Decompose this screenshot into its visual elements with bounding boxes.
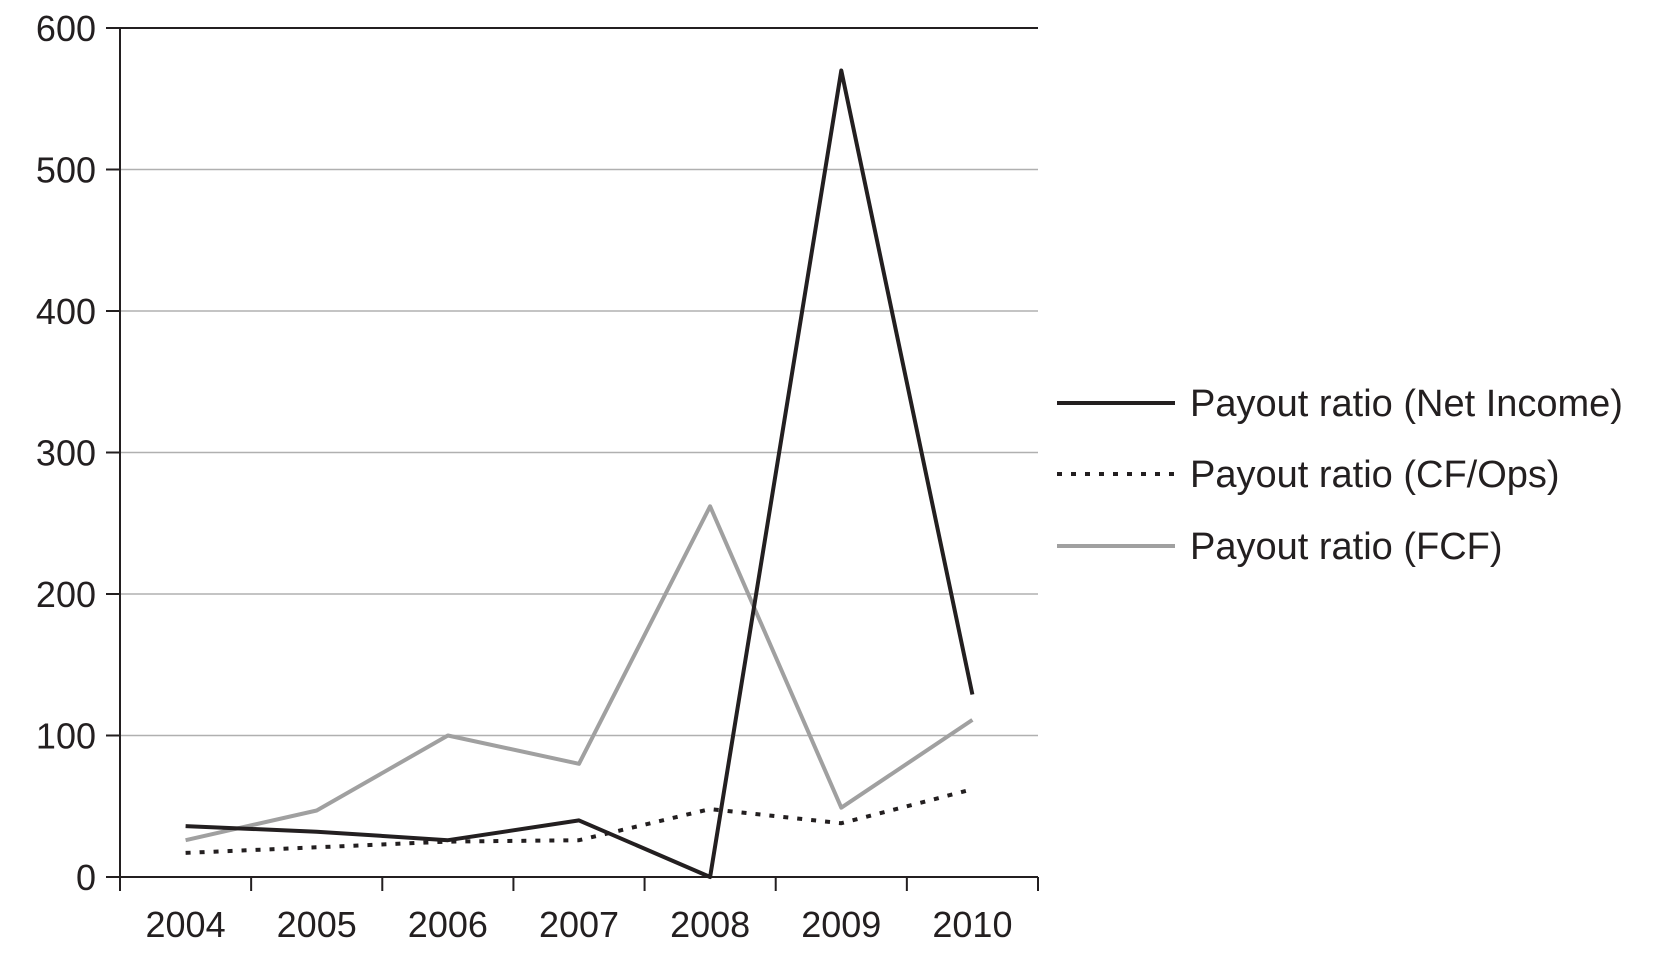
y-tick-label: 500 <box>36 150 96 191</box>
y-tick-label: 300 <box>36 433 96 474</box>
y-tick-label: 200 <box>36 574 96 615</box>
legend-label-2: Payout ratio (FCF) <box>1190 526 1503 568</box>
legend: Payout ratio (Net Income) Payout ratio (C… <box>1057 383 1623 568</box>
x-tick-label: 2010 <box>932 904 1012 945</box>
x-tick-label: 2007 <box>539 904 619 945</box>
series-lines <box>185 68 975 879</box>
legend-label-0: Payout ratio (Net Income) <box>1190 383 1623 425</box>
series-line-1 <box>185 787 973 855</box>
x-tick-label: 2004 <box>146 904 226 945</box>
y-tick-label: 0 <box>76 857 96 898</box>
y-tick-label: 400 <box>36 291 96 332</box>
x-tick-label: 2009 <box>801 904 881 945</box>
legend-label-1: Payout ratio (CF/Ops) <box>1190 454 1560 496</box>
series-line-0 <box>185 68 975 879</box>
y-tick-label: 600 <box>36 8 96 49</box>
x-axis-ticks: 2004 2005 2006 2007 2008 2009 2010 <box>119 877 1039 945</box>
x-tick-label: 2008 <box>670 904 750 945</box>
y-tick-label: 100 <box>36 716 96 757</box>
series-line-2 <box>185 504 974 843</box>
y-axis-ticks: 0 100 200 300 400 500 600 <box>36 8 120 898</box>
x-tick-label: 2006 <box>408 904 488 945</box>
gridlines <box>120 27 1038 737</box>
x-tick-label: 2005 <box>277 904 357 945</box>
